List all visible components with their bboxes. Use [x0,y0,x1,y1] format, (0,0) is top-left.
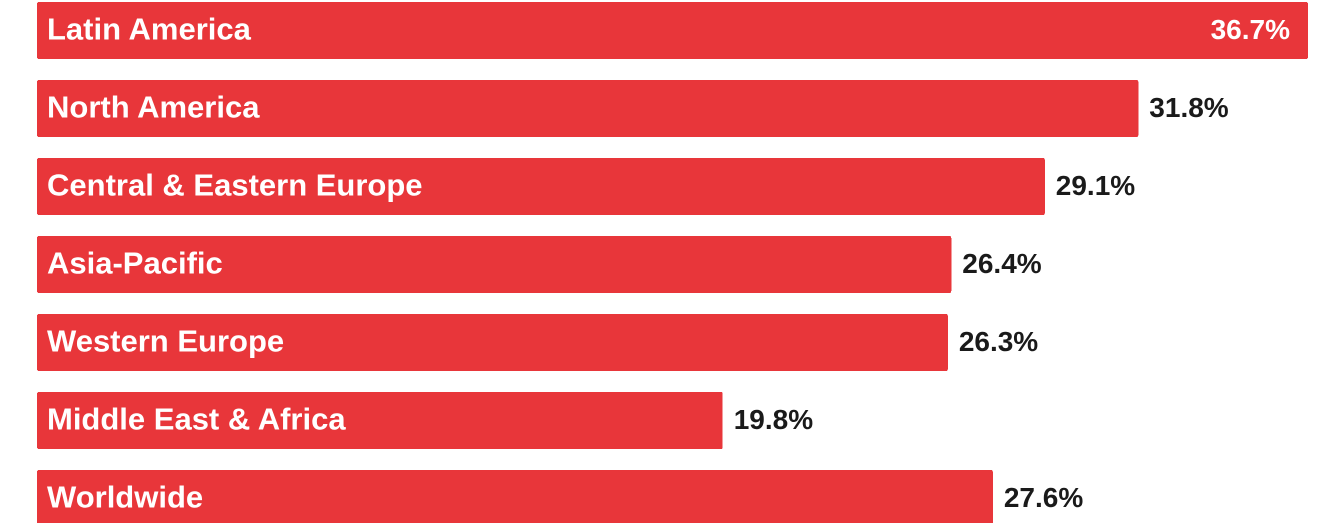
category-label-north-america: North America [47,90,260,125]
category-label-latin-america: Latin America [47,12,252,47]
bars-group: Latin America 36.7% North America 31.8% Cent… [37,2,1308,523]
bar-middle-east-africa [37,392,723,449]
category-label-middle-east-africa: Middle East & Africa [47,402,346,437]
bar-latin-america [37,2,1308,59]
bar-north-america [37,80,1139,137]
bar-worldwide [37,470,993,523]
value-label-latin-america: 36.7% [1211,14,1290,45]
value-label-worldwide: 27.6% [1004,482,1083,513]
category-label-central-eastern-europe: Central & Eastern Europe [47,168,423,203]
value-label-central-eastern-europe: 29.1% [1056,170,1135,201]
value-label-middle-east-africa: 19.8% [734,404,813,435]
value-label-north-america: 31.8% [1149,92,1228,123]
value-label-western-europe: 26.3% [959,326,1038,357]
category-label-western-europe: Western Europe [47,324,284,359]
bar-asia-pacific [37,236,952,293]
bar-central-eastern-europe [37,158,1045,215]
category-label-asia-pacific: Asia-Pacific [47,246,223,281]
category-label-worldwide: Worldwide [47,480,203,515]
value-label-asia-pacific: 26.4% [962,248,1041,279]
bar-western-europe [37,314,948,371]
